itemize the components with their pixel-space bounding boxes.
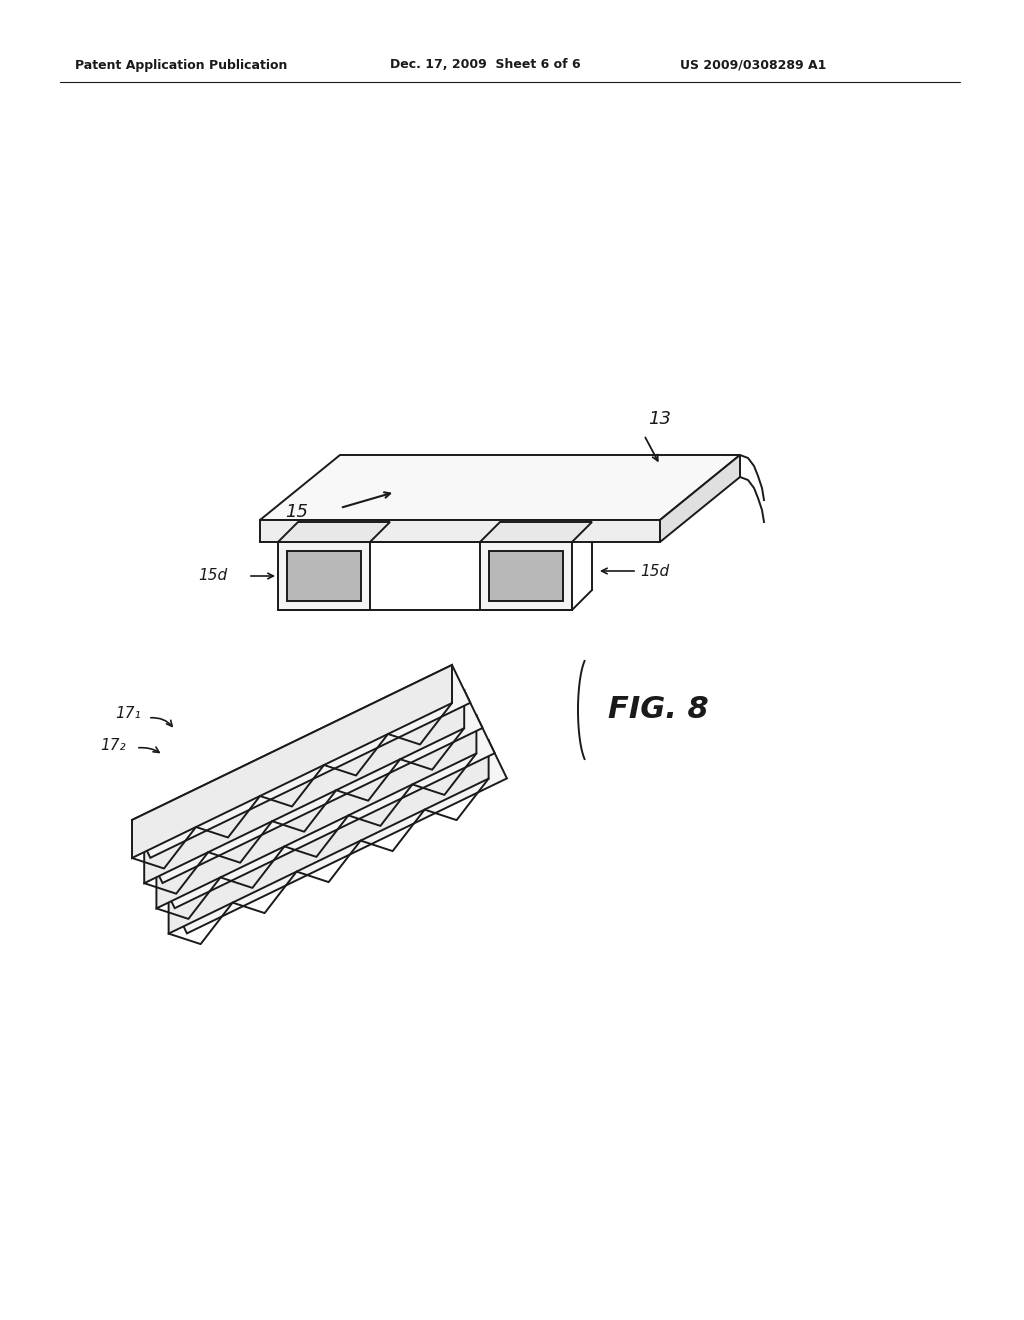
Polygon shape [489, 550, 563, 601]
Text: 17₁: 17₁ [115, 705, 140, 721]
Text: 15d: 15d [640, 564, 669, 578]
Polygon shape [260, 520, 660, 543]
Polygon shape [278, 543, 370, 610]
Polygon shape [480, 521, 592, 543]
Polygon shape [157, 715, 495, 908]
Polygon shape [660, 455, 740, 543]
Polygon shape [144, 690, 464, 883]
Polygon shape [132, 665, 470, 858]
Text: Patent Application Publication: Patent Application Publication [75, 58, 288, 71]
Polygon shape [144, 690, 482, 883]
Text: Dec. 17, 2009  Sheet 6 of 6: Dec. 17, 2009 Sheet 6 of 6 [390, 58, 581, 71]
Text: 15d: 15d [198, 569, 227, 583]
Polygon shape [132, 665, 452, 858]
Polygon shape [287, 550, 361, 601]
Text: 15: 15 [285, 503, 308, 521]
Text: 17₂: 17₂ [100, 738, 126, 754]
Text: US 2009/0308289 A1: US 2009/0308289 A1 [680, 58, 826, 71]
Text: 13: 13 [648, 411, 671, 428]
Polygon shape [278, 521, 390, 543]
Text: 17₁: 17₁ [438, 713, 464, 727]
Polygon shape [169, 741, 488, 933]
Polygon shape [157, 715, 476, 908]
Polygon shape [260, 455, 740, 520]
Polygon shape [480, 543, 572, 610]
Text: 17₂: 17₂ [452, 742, 477, 758]
Polygon shape [169, 741, 507, 933]
Text: FIG. 8: FIG. 8 [608, 696, 709, 725]
